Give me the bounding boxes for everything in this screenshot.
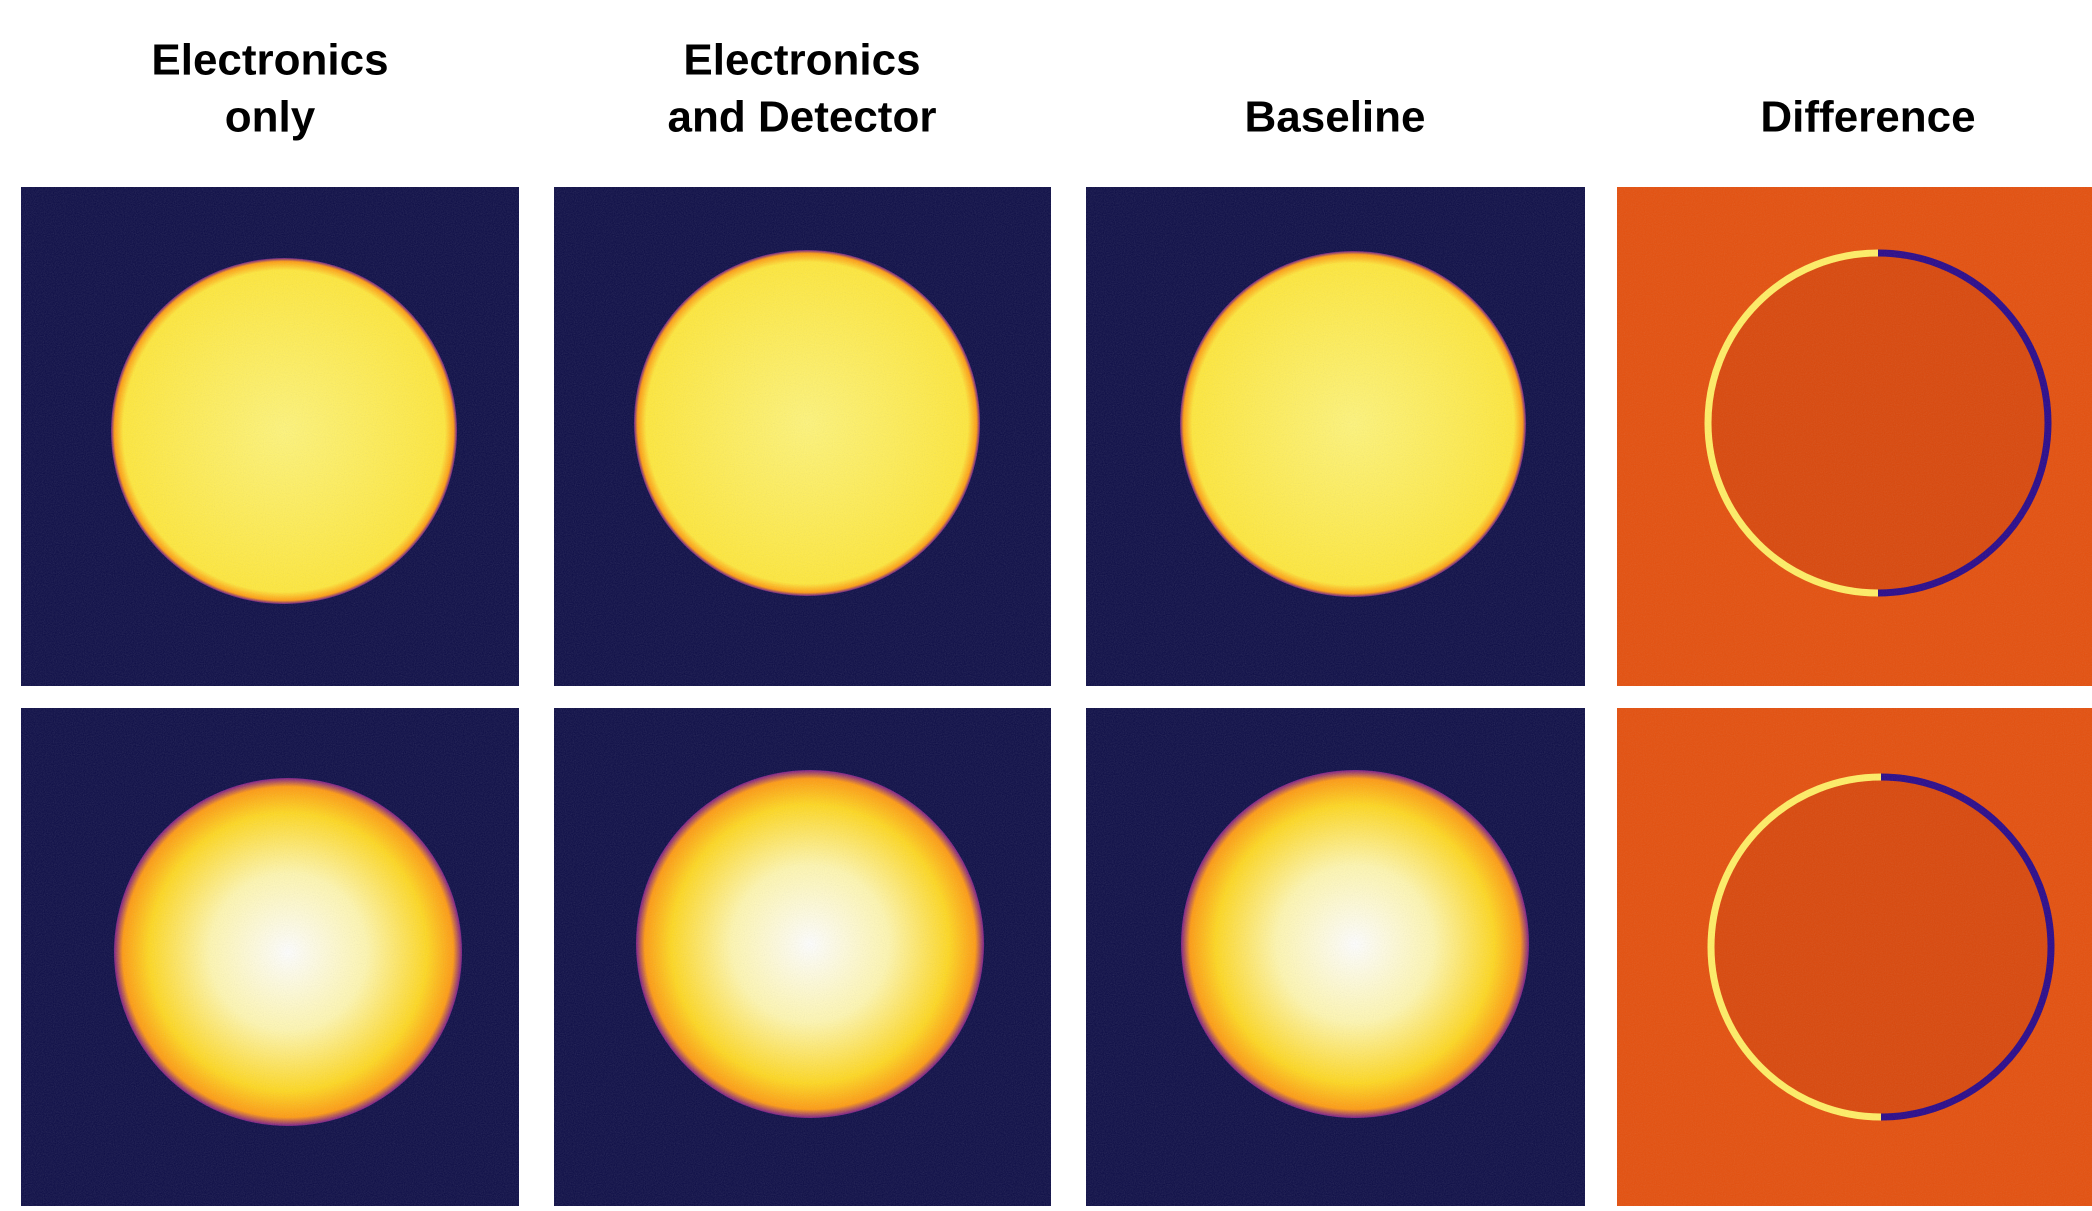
page: {"headings": [["Electronics", "only"], [… — [0, 0, 2092, 1211]
column-heading: Electronics — [151, 36, 388, 85]
image-panel — [1617, 187, 2092, 686]
image-panel — [554, 187, 1051, 686]
column-headings: Electronics only Electronics and Detecto… — [151, 36, 1975, 142]
image-panel — [1617, 708, 2092, 1206]
image-panel — [21, 708, 519, 1206]
image-panel — [21, 187, 519, 686]
column-heading: Electronics — [683, 36, 920, 85]
image-panel — [1086, 708, 1585, 1206]
figure: Electronics only Electronics and Detecto… — [0, 0, 2092, 1206]
column-heading: Difference — [1760, 93, 1975, 142]
image-panel — [554, 708, 1051, 1206]
column-heading: Baseline — [1245, 93, 1426, 142]
column-heading: only — [225, 93, 316, 142]
image-panel — [1086, 187, 1585, 686]
column-heading: and Detector — [668, 93, 937, 142]
